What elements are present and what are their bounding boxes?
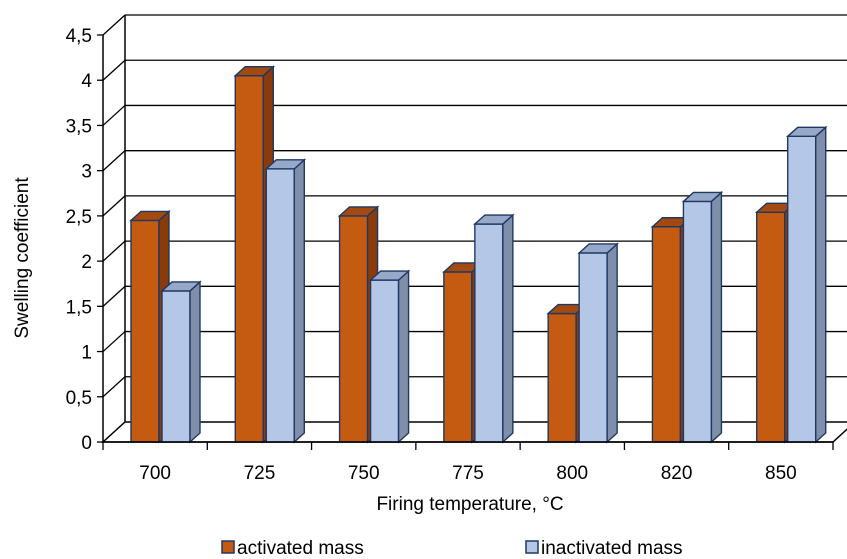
bar-front [578, 252, 608, 443]
legend-label-activated: activated mass [237, 538, 364, 559]
bar-front [265, 168, 295, 443]
y-tick-label: 1 [81, 343, 92, 364]
x-tick-labels: 700 725 750 775 800 820 850 [139, 463, 796, 484]
bar-side [293, 158, 305, 444]
gridline-side [102, 285, 126, 307]
x-tick-label: 750 [348, 463, 380, 484]
y-tick-label: 2 [81, 252, 92, 273]
gridline-side [102, 331, 126, 353]
x-axis-title: Firing temperature, °C [376, 494, 563, 515]
bar-front [756, 211, 786, 443]
bar-inactivated [368, 269, 411, 444]
legend-label-inactivated: inactivated mass [541, 538, 683, 559]
y-tick-label: 4,5 [66, 26, 92, 47]
gridline-side [102, 14, 126, 36]
bar-front [787, 135, 817, 443]
y-tick-label: 4 [81, 71, 92, 92]
bar-top [337, 206, 380, 217]
y-tick-label: 2,5 [66, 207, 92, 228]
legend: activated mass inactivated mass [221, 538, 683, 559]
x-tick-label: 800 [556, 463, 588, 484]
bar-front [130, 219, 160, 443]
bar-top [577, 243, 619, 254]
bars [129, 65, 828, 444]
bar-front [338, 215, 369, 443]
bar-inactivated [577, 242, 619, 444]
x-tick-label: 820 [661, 463, 693, 484]
y-tick-label: 1,5 [66, 297, 92, 318]
bar-top [160, 281, 202, 292]
bar-top [785, 126, 828, 137]
axes [97, 34, 834, 450]
x-tick-label: 775 [452, 463, 484, 484]
bar-side [397, 269, 410, 444]
gridline-side [102, 150, 126, 172]
bar-top [473, 214, 515, 225]
bar-top [368, 270, 411, 281]
gridline-side [102, 376, 126, 398]
bar-inactivated [264, 158, 307, 444]
bar-top [129, 210, 171, 222]
bar-inactivated [473, 213, 515, 444]
y-tick-label: 0,5 [66, 388, 92, 409]
x-tick-label: 850 [765, 463, 797, 484]
bar-top [681, 191, 724, 203]
gridline-side [102, 195, 126, 217]
x-tick-label: 725 [244, 463, 276, 484]
bar-inactivated [681, 190, 724, 444]
legend-swatch-activated [221, 540, 235, 554]
bar-front [547, 312, 577, 443]
bar-side [502, 213, 514, 444]
bar-front [682, 200, 713, 443]
bar-front [234, 74, 264, 443]
y-tick-labels: 0 0,5 1 1,5 2 2,5 3 3,5 4 4,5 [66, 26, 93, 454]
bar-side [815, 125, 827, 444]
bar-inactivated [785, 125, 828, 444]
y-tick-label: 0 [81, 433, 92, 454]
bar-front [161, 290, 191, 443]
y-tick-label: 3 [81, 162, 92, 183]
bar-top [264, 159, 307, 170]
bar-front [369, 279, 400, 443]
bar-side [189, 280, 201, 444]
bar-front [443, 271, 473, 443]
y-axis-title: Swelling coefficient [12, 177, 33, 339]
bar-side [606, 242, 618, 444]
y-tick-label: 3,5 [66, 116, 92, 137]
gridline-side [102, 104, 126, 126]
bar-front [474, 223, 504, 443]
gridline-side [102, 59, 126, 81]
x-tick-label: 700 [139, 463, 171, 484]
bar-top [233, 65, 276, 77]
bar-inactivated [160, 280, 202, 444]
legend-swatch-inactivated [525, 540, 539, 554]
gridline-side [102, 240, 126, 262]
bar-front [651, 226, 682, 443]
bar-side [710, 190, 723, 444]
